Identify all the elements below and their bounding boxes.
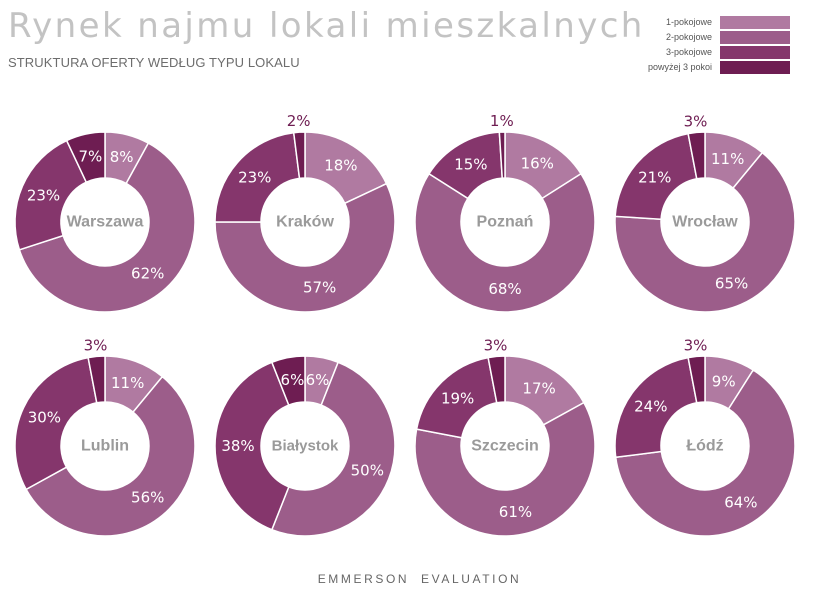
legend-item-2-pokojowe: 2-pokojowe [620,31,790,45]
slice-label: 16% [521,154,554,172]
slice-label: 17% [522,379,555,397]
slice-label: 11% [711,150,744,168]
legend-swatch [720,46,790,59]
city-label: Kraków [276,214,334,231]
donut-slice [614,132,698,221]
legend-label: 3-pokojowe [665,47,712,57]
city-label: Wrocław [672,214,738,231]
legend-swatch [720,31,790,44]
city-label: Lublin [81,438,129,455]
donut-chart: 18% 57% 23% 2% Kraków [214,112,396,313]
slice-label: 23% [27,186,60,204]
donut-slice [270,361,396,537]
legend-swatch [720,16,790,29]
donut-slice [292,131,306,180]
donut-slice [687,131,706,180]
slice-label: 3% [684,112,708,130]
donut-slice [614,368,796,537]
slice-label: 9% [712,373,736,391]
city-label: Poznań [477,214,534,231]
slice-label: 19% [441,390,474,408]
city-label: Szczecin [471,438,539,455]
donut-chart: 11% 65% 21% 3% Wrocław [614,112,796,313]
slice-label: 30% [28,408,61,426]
donut-slice [414,172,596,313]
city-label: Białystok [272,438,339,455]
city-label: Łódź [686,438,723,455]
donut-slice [214,361,290,531]
city-label: Warszawa [67,214,144,231]
donut-chart: 17% 61% 19% 3% Szczecin [414,336,596,537]
donut-chart: 9% 64% 24% 3% Łódź [614,336,796,537]
slice-label: 65% [715,274,748,292]
slice-label: 57% [303,278,336,296]
donut-slice [614,356,698,459]
donut-slice [25,375,196,537]
legend: 1-pokojowe 2-pokojowe 3-pokojowe powyżej… [620,16,790,76]
slice-label: 64% [724,494,757,512]
slice-label: 68% [488,280,521,298]
donut-chart: 6% 50% 38% 6% Białystok [214,355,396,537]
slice-label: 6% [281,371,305,389]
legend-swatch [720,61,790,74]
legend-item-3-pokojowe: 3-pokojowe [620,46,790,60]
slice-label: 6% [306,371,330,389]
legend-label: powyżej 3 pokoi [647,62,712,72]
donut-chart: 8% 62% 23% 7% Warszawa [14,131,196,313]
slice-label: 62% [131,265,164,283]
footer-brand: EMMERSON EVALUATION [317,572,522,586]
page-subtitle: STRUKTURA OFERTY WEDŁUG TYPU LOKALU [8,55,300,70]
slice-label: 7% [78,148,102,166]
slice-label: 8% [110,148,134,166]
page-title: Rynek najmu lokali mieszkalnych [8,6,645,46]
slice-label: 50% [351,462,384,480]
donut-slice [414,401,596,537]
slice-label: 18% [324,156,357,174]
slice-label: 3% [484,336,508,354]
slice-label: 23% [238,169,271,187]
legend-label: 2-pokojowe [665,32,712,42]
donut-slice [87,355,106,404]
slice-label: 3% [84,336,108,354]
slice-label: 21% [638,169,671,187]
donut-slice [270,355,306,407]
slice-label: 11% [111,374,144,392]
slice-label: 61% [499,503,532,521]
legend-label: 1-pokojowe [665,17,712,27]
donut-slice [498,131,506,179]
donut-slice [687,355,706,404]
legend-item-1-pokojowe: 1-pokojowe [620,16,790,30]
legend-item-powyzej-3-pokoi: powyżej 3 pokoi [620,61,790,75]
slice-label: 38% [221,437,254,455]
slice-label: 3% [684,336,708,354]
slice-label: 24% [634,398,667,416]
donut-slice [18,142,196,313]
donut-chart: 11% 56% 30% 3% Lublin [14,336,196,537]
slice-label: 1% [490,112,514,130]
donut-slice [14,139,88,251]
donut-slice [14,356,98,491]
donut-slice [214,131,301,223]
donut-slice [487,355,506,404]
donut-slice [65,131,106,184]
donut-chart: 16% 68% 15% 1% Poznań [414,112,596,313]
slice-label: 15% [454,155,487,173]
donut-slice [614,151,796,313]
slice-label: 2% [287,112,311,130]
donut-slice [214,182,396,313]
slice-label: 56% [131,489,164,507]
